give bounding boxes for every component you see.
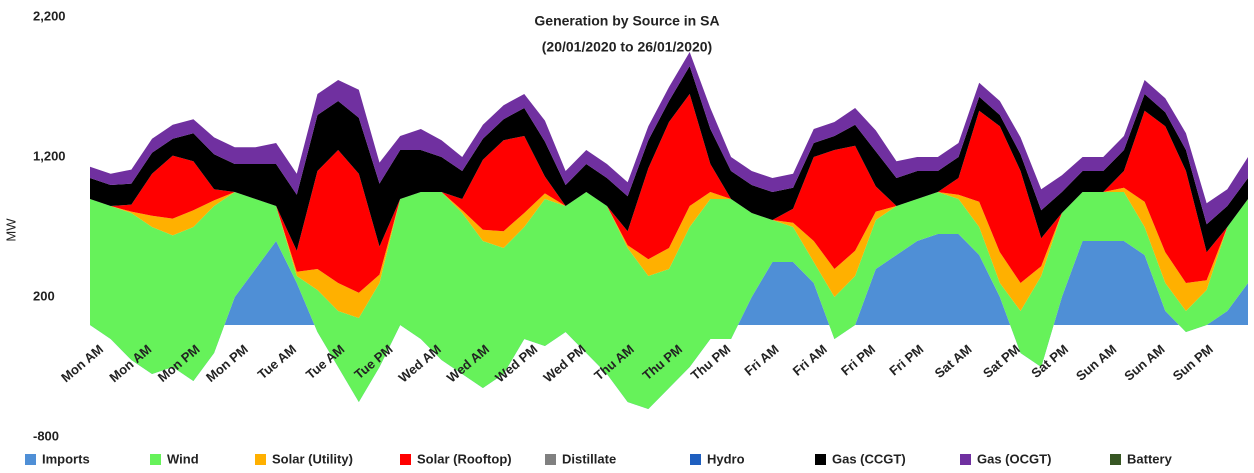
legend-label: Gas (CCGT) <box>832 451 906 466</box>
legend-label: Solar (Rooftop) <box>417 451 512 466</box>
area-2 <box>90 187 1248 318</box>
area-1 <box>90 192 1248 409</box>
legend-swatch <box>545 454 556 465</box>
x-tick-label: Sat PM <box>980 341 1023 380</box>
x-tick-label: Fri PM <box>886 341 926 378</box>
legend-label: Wind <box>167 451 199 466</box>
legend-label: Solar (Utility) <box>272 451 353 466</box>
x-tick-label: Fri PM <box>838 341 878 378</box>
y-tick-label: 200 <box>33 288 55 303</box>
chart-subtitle: (20/01/2020 to 26/01/2020) <box>542 39 712 55</box>
legend-label: Gas (OCGT) <box>977 451 1051 466</box>
x-tick-label: Sun AM <box>1073 341 1119 383</box>
x-tick-label: Mon AM <box>58 341 106 385</box>
x-tick-label: Wed PM <box>540 341 588 385</box>
x-tick-label: Sun PM <box>1170 341 1216 383</box>
legend-label: Battery <box>1127 451 1173 466</box>
legend-swatch <box>150 454 161 465</box>
area-6 <box>90 66 1248 253</box>
x-tick-label: Sun AM <box>1121 341 1167 383</box>
legend-label: Imports <box>42 451 90 466</box>
legend-label: Hydro <box>707 451 745 466</box>
x-tick-label: Fri AM <box>790 341 830 378</box>
x-tick-label: Fri AM <box>741 341 781 378</box>
plot-area <box>90 52 1248 409</box>
legend-swatch <box>400 454 411 465</box>
y-axis-label: MW <box>3 218 18 242</box>
legend-swatch <box>960 454 971 465</box>
y-tick-label: 1,200 <box>33 148 66 163</box>
legend-swatch <box>690 454 701 465</box>
x-tick-label: Sat AM <box>932 341 975 381</box>
chart-title: Generation by Source in SA <box>534 13 719 29</box>
legend-swatch <box>25 454 36 465</box>
legend-swatch <box>1110 454 1121 465</box>
area-7 <box>90 52 1248 225</box>
legend-label: Distillate <box>562 451 616 466</box>
x-tick-label: Wed AM <box>396 341 444 385</box>
y-tick-label: 2,200 <box>33 8 66 23</box>
x-tick-label: Tue AM <box>255 341 299 382</box>
legend-swatch <box>255 454 266 465</box>
legend-swatch <box>815 454 826 465</box>
y-tick-label: -800 <box>33 428 59 443</box>
area-3 <box>90 94 1248 293</box>
legend: Imports Wind Solar (Utility) Solar (Rooftop… <box>25 451 1173 466</box>
